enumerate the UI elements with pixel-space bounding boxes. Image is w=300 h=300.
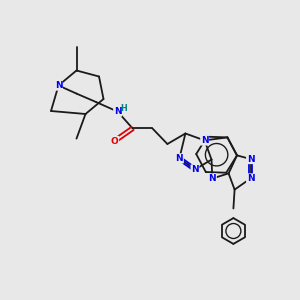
Text: N: N: [247, 174, 254, 183]
Text: H: H: [120, 104, 127, 113]
Text: N: N: [191, 165, 199, 174]
Text: N: N: [208, 174, 216, 183]
Text: N: N: [55, 81, 62, 90]
Text: O: O: [111, 136, 119, 146]
Text: N: N: [247, 154, 254, 164]
Text: N: N: [114, 107, 122, 116]
Text: N: N: [201, 136, 208, 145]
Text: N: N: [176, 154, 183, 163]
